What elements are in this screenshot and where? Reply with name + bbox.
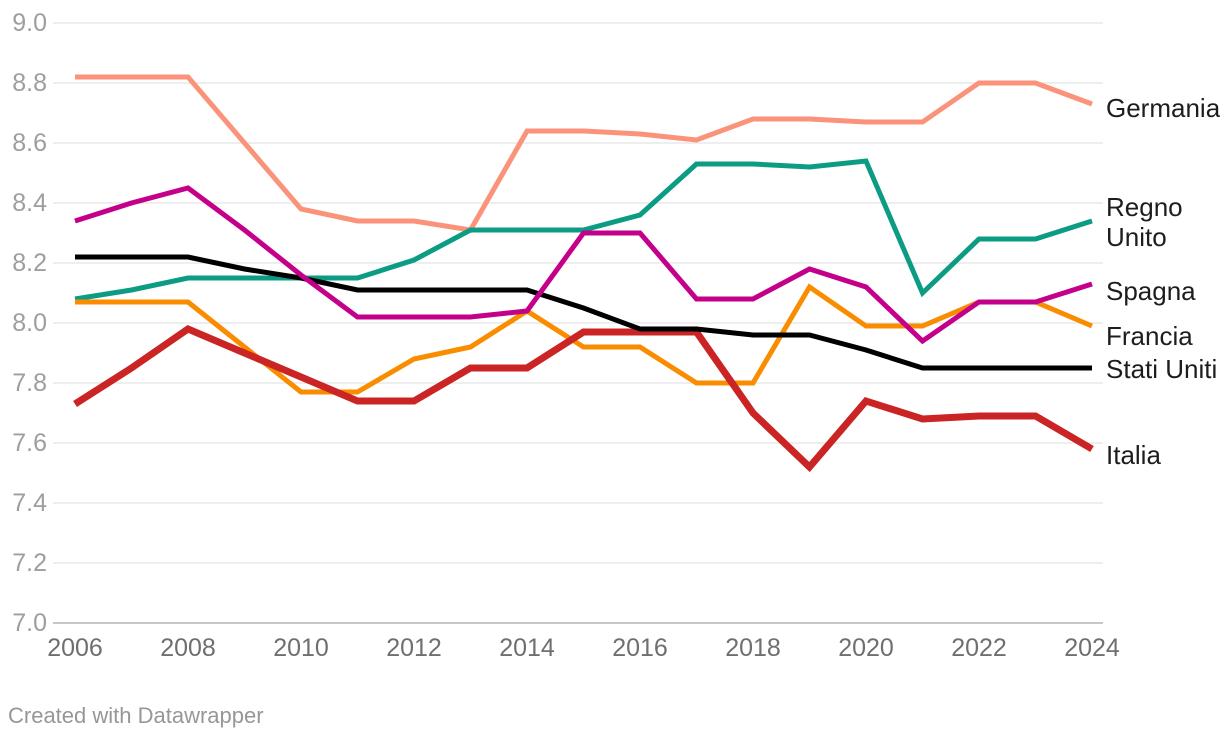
footer-credit: Created with Datawrapper: [8, 703, 264, 728]
y-tick-8.8: 8.8: [12, 69, 47, 97]
line-spagna: [74, 185, 1093, 345]
series-label-regno-unito-1: Regno: [1106, 192, 1183, 222]
series-label-francia: Francia: [1106, 321, 1193, 351]
series-label-germania: Germania: [1106, 93, 1220, 123]
series-label-spagna: Spagna: [1106, 276, 1196, 306]
x-tick-2018: 2018: [725, 634, 781, 662]
line-germania: [75, 74, 1093, 233]
y-tick-8.4: 8.4: [12, 189, 47, 217]
line-italia: [73, 325, 1094, 473]
y-tick-8.2: 8.2: [12, 249, 47, 277]
y-tick-7.2: 7.2: [12, 549, 47, 577]
x-tick-2010: 2010: [273, 634, 329, 662]
x-tick-2006: 2006: [47, 634, 103, 662]
x-tick-2014: 2014: [499, 634, 555, 662]
x-tick-2012: 2012: [386, 634, 442, 662]
series-label-regno-unito-2: Unito: [1106, 222, 1167, 252]
series-label-stati-uniti: Stati Uniti: [1106, 354, 1217, 384]
x-tick-2008: 2008: [160, 634, 216, 662]
x-tick-2024: 2024: [1064, 634, 1120, 662]
series-label-italia: Italia: [1106, 440, 1161, 470]
line-francia: [75, 283, 1093, 395]
y-tick-7.0: 7.0: [12, 609, 47, 637]
x-tick-2020: 2020: [838, 634, 894, 662]
x-tick-2022: 2022: [951, 634, 1007, 662]
y-tick-7.8: 7.8: [12, 369, 47, 397]
x-tick-2016: 2016: [612, 634, 668, 662]
y-tick-7.6: 7.6: [12, 429, 47, 457]
y-tick-8.0: 8.0: [12, 309, 47, 337]
y-tick-8.6: 8.6: [12, 129, 47, 157]
line-regno-unito: [74, 158, 1093, 302]
line-stati-uniti: [75, 254, 1092, 371]
y-tick-9.0: 9.0: [12, 9, 47, 37]
y-tick-7.4: 7.4: [12, 489, 47, 517]
